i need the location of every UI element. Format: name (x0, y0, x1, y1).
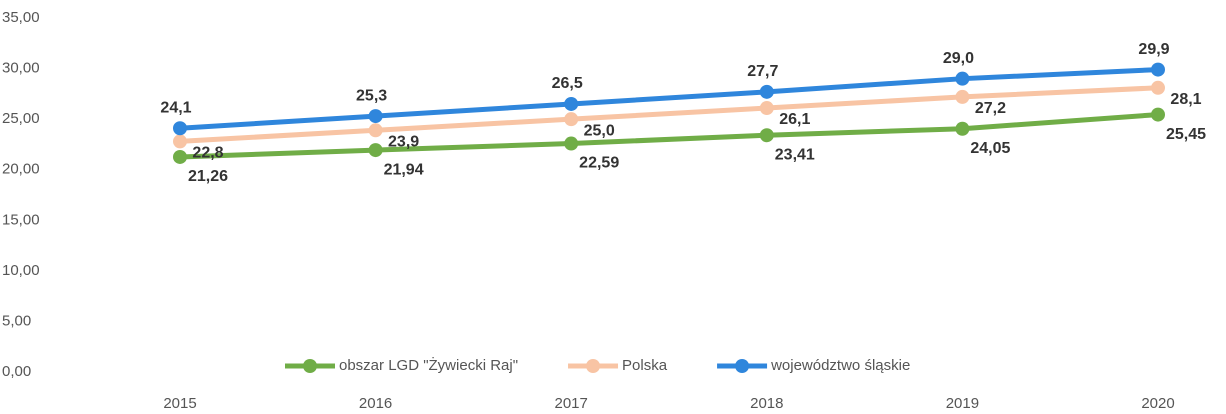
point (173, 121, 187, 136)
x-tick-label: 2018 (750, 395, 783, 412)
data-label: 21,94 (384, 161, 424, 178)
legend-marker (735, 359, 750, 373)
point (368, 109, 383, 124)
data-label: 29,9 (1138, 41, 1169, 58)
data-label: 27,7 (747, 63, 778, 80)
data-label: 26,5 (552, 75, 583, 92)
point (759, 101, 774, 116)
point (564, 136, 579, 151)
data-label: 25,3 (356, 87, 387, 104)
x-tick-label: 2016 (359, 395, 392, 412)
legend-marker (303, 359, 317, 373)
legend-label: województwo śląskie (770, 357, 910, 374)
point (173, 149, 187, 164)
data-label: 28,1 (1170, 91, 1201, 108)
legend-marker (586, 359, 601, 373)
data-label: 27,2 (975, 100, 1006, 117)
legend-label: obszar LGD "Żywiecki Raj" (339, 356, 518, 374)
data-label: 26,1 (779, 111, 810, 128)
point (173, 134, 187, 149)
point (759, 128, 774, 143)
point (368, 123, 383, 138)
series-line (179, 112, 1159, 160)
point (368, 143, 383, 158)
series-line (179, 85, 1159, 144)
y-tick-label: 35,00 (2, 9, 40, 26)
data-label: 29,0 (943, 50, 974, 67)
data-label: 23,9 (388, 133, 419, 150)
x-tick-label: 2017 (555, 395, 588, 412)
point (1151, 62, 1165, 77)
point (564, 96, 579, 111)
data-label: 25,0 (584, 122, 615, 139)
y-tick-label: 0,00 (2, 363, 31, 380)
x-tick-label: 2019 (946, 395, 979, 412)
data-label: 21,26 (188, 168, 228, 185)
point (1151, 107, 1165, 122)
data-label: 22,8 (192, 145, 223, 162)
series-line (179, 67, 1159, 131)
data-label: 23,41 (775, 146, 815, 163)
legend-label: Polska (622, 357, 668, 374)
y-tick-label: 15,00 (2, 211, 40, 228)
data-label: 22,59 (579, 155, 619, 172)
y-tick-label: 25,00 (2, 110, 40, 127)
y-tick-label: 30,00 (2, 60, 40, 77)
point (955, 71, 970, 86)
data-label: 25,45 (1166, 126, 1206, 143)
data-label: 24,05 (970, 140, 1010, 157)
y-tick-label: 20,00 (2, 161, 40, 178)
point (759, 84, 774, 99)
data-label: 24,1 (160, 99, 191, 116)
y-tick-label: 5,00 (2, 312, 31, 329)
x-tick-label: 2015 (163, 395, 196, 412)
y-tick-label: 10,00 (2, 262, 40, 279)
x-tick-label: 2020 (1141, 395, 1174, 412)
point (955, 89, 970, 104)
point (564, 112, 579, 127)
point (955, 121, 970, 136)
point (1151, 80, 1165, 95)
